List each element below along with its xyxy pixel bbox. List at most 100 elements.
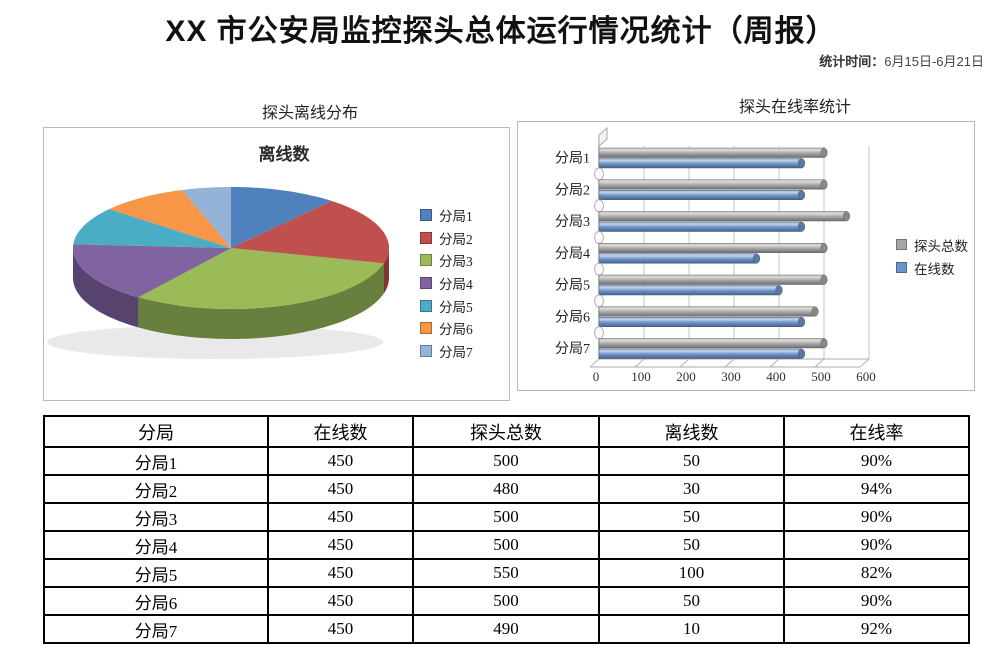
bar-legend-item: 探头总数 — [896, 233, 968, 256]
table-cell: 50 — [598, 586, 785, 616]
table-header-cell: 在线数 — [267, 415, 414, 448]
pie-section-title: 探头离线分布 — [261, 105, 358, 122]
table-cell: 450 — [267, 474, 414, 504]
table-cell: 450 — [267, 558, 414, 588]
table-cell: 490 — [412, 614, 600, 644]
legend-label: 分局3 — [439, 254, 473, 270]
table-row: 分局2 450 480 30 94% — [43, 474, 970, 504]
bar-探头总数 — [598, 147, 825, 158]
table-cell: 分局2 — [43, 474, 269, 504]
category-label: 分局1 — [555, 151, 590, 167]
legend-swatch — [420, 231, 432, 244]
x-tick-label: 600 — [856, 369, 876, 384]
legend-swatch — [420, 344, 432, 357]
table-row: 分局1 450 500 50 90% — [43, 446, 970, 476]
bar-在线数 — [598, 253, 757, 264]
pie-legend-item: 分局2 — [420, 227, 473, 250]
table-cell: 450 — [267, 614, 414, 644]
table-cell: 30 — [598, 474, 785, 504]
pie-chart-panel: 离线数 分局1 分局2 分局3 分局4 分局5 分局6 分局7 — [43, 127, 510, 401]
pie-legend-item: 分局3 — [420, 249, 473, 272]
bar-探头总数 — [598, 274, 825, 285]
table-cell: 94% — [783, 474, 970, 504]
pie-legend-item: 分局7 — [420, 340, 473, 363]
legend-swatch — [420, 277, 432, 290]
x-tick-label: 400 — [766, 369, 786, 384]
pie-legend-item: 分局1 — [420, 204, 473, 227]
legend-label: 在线数 — [914, 261, 955, 277]
legend-swatch — [420, 299, 432, 312]
table-row: 分局4 450 500 50 90% — [43, 530, 970, 560]
table-cell: 90% — [783, 586, 970, 616]
table-cell: 90% — [783, 502, 970, 532]
legend-swatch — [420, 322, 432, 335]
legend-label: 分局4 — [439, 277, 473, 293]
legend-label: 分局7 — [439, 344, 473, 360]
table-cell: 550 — [412, 558, 600, 588]
bar-探头总数 — [598, 306, 816, 317]
pie-legend-item: 分局4 — [420, 272, 473, 295]
table-cell: 450 — [267, 530, 414, 560]
pie-legend-item: 分局5 — [420, 294, 473, 317]
bar-在线数 — [598, 190, 802, 200]
table-row: 分局3 450 500 50 90% — [43, 502, 970, 532]
bar-在线数 — [598, 317, 802, 327]
stats-time-label: 统计时间： — [819, 54, 885, 69]
x-tick-label: 0 — [593, 369, 600, 384]
pie-chart-svg — [47, 187, 389, 359]
table-cell: 分局1 — [43, 446, 269, 476]
table-cell: 500 — [412, 530, 600, 560]
legend-swatch — [420, 254, 432, 267]
table-header-cell: 离线数 — [598, 415, 785, 448]
table-cell: 分局4 — [43, 530, 269, 560]
table-cell: 82% — [783, 558, 970, 588]
category-label: 分局6 — [555, 309, 590, 325]
category-label: 分局3 — [555, 214, 590, 230]
table-header-cell: 在线率 — [783, 415, 970, 448]
table-cell: 分局6 — [43, 586, 269, 616]
table-cell: 450 — [267, 502, 414, 532]
legend-label: 探头总数 — [914, 238, 968, 254]
x-tick-label: 100 — [631, 369, 651, 384]
table-cell: 100 — [598, 558, 785, 588]
table-row: 分局5 450 550 100 82% — [43, 558, 970, 588]
x-tick-label: 300 — [721, 369, 741, 384]
legend-label: 分局2 — [439, 231, 473, 247]
category-label: 分局7 — [555, 341, 590, 357]
legend-label: 分局1 — [439, 209, 473, 225]
table-cell: 50 — [598, 502, 785, 532]
table-cell: 450 — [267, 586, 414, 616]
category-label: 分局2 — [555, 182, 590, 198]
stats-time: 统计时间：6月15日-6月21日 — [819, 51, 984, 70]
table-cell: 分局5 — [43, 558, 269, 588]
bar-section-title: 探头在线率统计 — [738, 99, 851, 116]
table-cell: 分局3 — [43, 502, 269, 532]
category-label: 分局4 — [555, 246, 590, 262]
table-cell: 92% — [783, 614, 970, 644]
table-header-cell: 探头总数 — [412, 415, 600, 448]
table-row: 分局7 450 490 10 92% — [43, 614, 970, 644]
bar-在线数 — [598, 221, 802, 232]
bar-探头总数 — [598, 211, 847, 222]
stats-time-value: 6月15日-6月21日 — [884, 54, 984, 69]
table-row: 分局6 450 500 50 90% — [43, 586, 970, 616]
bar-chart-panel: 0 100 200 300 400 500 600 分局1 分局2 分局3 分局4 分局5 分局6 分局7… — [517, 121, 975, 391]
statistics-table: 分局 在线数 探头总数 离线数 在线率 分局1 450 500 50 90% 分局2 450 480 3… — [43, 415, 970, 644]
table-cell: 450 — [267, 446, 414, 476]
bar-在线数 — [598, 285, 780, 296]
pie-chart-title: 离线数 — [258, 145, 310, 164]
table-header-row: 分局 在线数 探头总数 离线数 在线率 — [43, 415, 970, 448]
legend-label: 分局5 — [439, 299, 473, 315]
bar-chart-svg: 0 100 200 300 400 500 600 分局1 分局2 分局3 分局4 分局5 分局6 分局7 — [555, 126, 876, 384]
bar-在线数 — [598, 158, 802, 169]
bar-在线数 — [598, 348, 802, 359]
pie-legend: 分局1 分局2 分局3 分局4 分局5 分局6 分局7 — [420, 204, 473, 362]
page-title: XX 市公安局监控探头总体运行情况统计（周报） — [165, 15, 837, 48]
pie-legend-item: 分局6 — [420, 317, 473, 340]
table-cell: 500 — [412, 586, 600, 616]
table-cell: 50 — [598, 446, 785, 476]
table-cell: 500 — [412, 446, 600, 476]
table-cell: 500 — [412, 502, 600, 532]
legend-swatch — [420, 209, 432, 222]
